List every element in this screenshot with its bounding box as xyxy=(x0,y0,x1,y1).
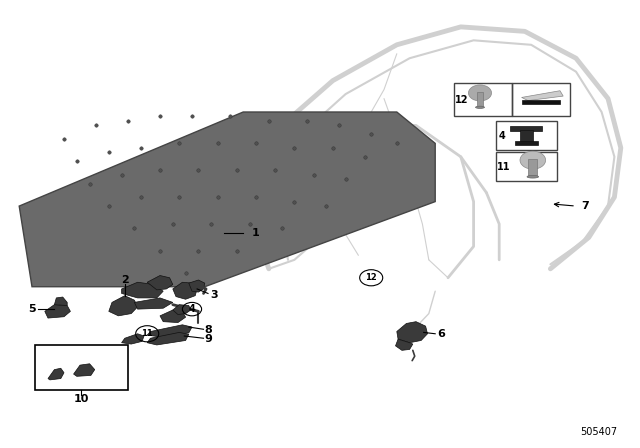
Polygon shape xyxy=(160,310,186,323)
Text: 1: 1 xyxy=(252,228,260,238)
Text: 6: 6 xyxy=(438,329,445,339)
Polygon shape xyxy=(189,280,205,292)
Polygon shape xyxy=(122,282,163,298)
Text: 11: 11 xyxy=(497,162,511,172)
Polygon shape xyxy=(173,305,191,314)
Polygon shape xyxy=(511,125,543,131)
Text: 7: 7 xyxy=(582,201,589,211)
Polygon shape xyxy=(173,282,197,299)
Text: 2: 2 xyxy=(121,275,129,285)
Text: 12: 12 xyxy=(455,95,469,105)
Polygon shape xyxy=(522,90,563,100)
Bar xyxy=(512,83,570,116)
Text: 4: 4 xyxy=(189,304,195,314)
Text: 9: 9 xyxy=(204,334,212,344)
Text: 505407: 505407 xyxy=(580,427,618,437)
Bar xyxy=(477,92,483,107)
Bar xyxy=(529,159,538,176)
Ellipse shape xyxy=(527,176,538,178)
Polygon shape xyxy=(48,368,64,380)
Text: 8: 8 xyxy=(204,325,212,335)
Polygon shape xyxy=(147,325,192,337)
Text: 11: 11 xyxy=(141,329,153,338)
Polygon shape xyxy=(522,99,560,104)
Polygon shape xyxy=(109,296,138,316)
Text: 4: 4 xyxy=(499,130,506,141)
Text: 12: 12 xyxy=(365,273,377,282)
Polygon shape xyxy=(122,334,144,344)
Polygon shape xyxy=(147,332,189,345)
Ellipse shape xyxy=(476,106,484,108)
Polygon shape xyxy=(396,339,413,350)
Polygon shape xyxy=(520,130,532,142)
Text: 5: 5 xyxy=(28,304,36,314)
Bar xyxy=(454,83,512,116)
Polygon shape xyxy=(134,298,173,309)
Polygon shape xyxy=(147,276,173,290)
Bar xyxy=(496,121,557,150)
Polygon shape xyxy=(45,305,70,318)
Circle shape xyxy=(468,85,492,101)
Polygon shape xyxy=(515,141,538,145)
Polygon shape xyxy=(19,112,435,287)
Polygon shape xyxy=(397,322,428,343)
Text: 3: 3 xyxy=(211,290,218,300)
Bar xyxy=(35,345,128,390)
Bar xyxy=(496,152,557,181)
Polygon shape xyxy=(54,297,67,306)
Circle shape xyxy=(520,151,545,169)
Text: 10: 10 xyxy=(74,394,89,404)
Polygon shape xyxy=(74,364,95,376)
